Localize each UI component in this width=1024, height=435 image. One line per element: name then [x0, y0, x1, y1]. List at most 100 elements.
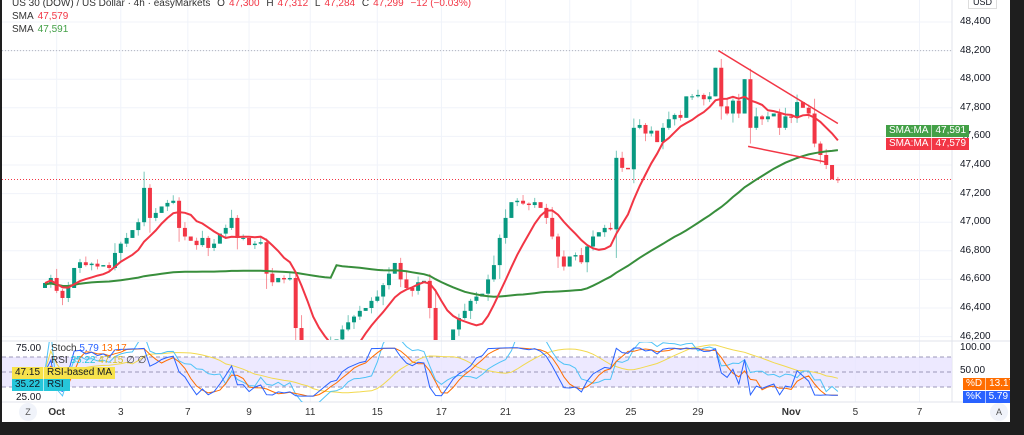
time-tick: 11	[305, 407, 316, 418]
badge-value: 47.15	[15, 367, 41, 378]
price-tick: 46,800	[960, 244, 991, 256]
price-tick: 47,800	[960, 101, 991, 113]
sma-legend-slow[interactable]: SMA 47,591	[12, 24, 72, 35]
candle-body	[486, 279, 491, 294]
candle-body	[118, 243, 123, 253]
candle-body	[497, 237, 502, 266]
rsi-legend[interactable]: RSI 35.22 47.15 ∅ ∅	[51, 355, 146, 366]
candle-body	[783, 116, 788, 128]
candle-body	[235, 217, 240, 238]
sma-legend-fast[interactable]: SMA 47,579	[12, 11, 72, 22]
time-tick: 9	[246, 407, 252, 418]
auto-scale-button[interactable]: A	[990, 403, 1008, 421]
candle-body	[754, 116, 759, 128]
candle-body	[626, 167, 630, 170]
candle-body	[521, 200, 526, 204]
osc-right-tick: 100.00	[960, 342, 991, 353]
time-tick: 21	[500, 407, 512, 418]
rsi-value: 35.22	[70, 355, 96, 366]
price-tick: 46,200	[960, 330, 991, 342]
badge-value: 47,591	[931, 125, 969, 137]
candle-body	[363, 308, 368, 311]
candle-body	[72, 267, 77, 288]
candle-body	[340, 329, 345, 340]
candle-body	[392, 262, 397, 274]
candle-body	[194, 240, 199, 246]
chart-frame[interactable]: US 30 (DOW) / US Dollar · 4h · easyMarke…	[2, 0, 1010, 422]
osc-right-tick: 50.00	[960, 365, 986, 376]
candle-body	[725, 106, 730, 114]
sma-value: 47,591	[37, 24, 69, 35]
candle-body	[701, 94, 706, 100]
candle-body	[212, 243, 217, 248]
candle-body	[730, 100, 735, 114]
candle-body	[690, 96, 695, 98]
candle-body	[206, 237, 211, 248]
candle-body	[835, 179, 840, 181]
candle-body	[812, 113, 817, 144]
time-tick: 7	[916, 407, 923, 418]
candle-body	[451, 329, 456, 340]
candle-body	[631, 127, 636, 170]
chart-canvas[interactable]	[2, 0, 1010, 422]
candle-body	[351, 316, 356, 323]
time-tick: 5	[852, 407, 859, 418]
candle-body	[159, 206, 164, 213]
candle-body	[229, 217, 234, 228]
price-tick: 47,400	[960, 159, 991, 170]
candle-body	[247, 237, 252, 246]
na-value: ∅	[137, 355, 147, 366]
candle-body	[112, 252, 117, 268]
candle-body	[719, 67, 724, 107]
candle-body	[777, 113, 782, 128]
candle-body	[748, 79, 753, 128]
candle-body	[124, 237, 129, 244]
time-tick: 25	[625, 407, 637, 418]
candle-body	[602, 227, 607, 233]
time-tick: 17	[435, 407, 447, 418]
candle-body	[182, 227, 187, 237]
price-tick: 47,000	[960, 216, 991, 228]
candle-body	[188, 236, 193, 241]
candle-body	[299, 328, 304, 340]
sma-slow-line	[44, 149, 839, 298]
candle-body	[386, 273, 391, 286]
candle-body	[43, 282, 47, 288]
currency-label[interactable]: USD	[968, 0, 998, 9]
badge-label: RSI-based MA	[43, 367, 115, 379]
sma-fast-price-badge: SMA:MA 47,579	[886, 138, 970, 150]
candle-body	[795, 102, 800, 118]
price-tick: 48,400	[960, 16, 991, 27]
zoom-reset-button[interactable]: Z	[19, 403, 37, 421]
candle-body	[241, 237, 246, 239]
candle-body	[830, 165, 835, 180]
candle-body	[620, 157, 625, 168]
time-tick: Oct	[48, 407, 65, 418]
candle-body	[678, 114, 683, 118]
candle-body	[707, 96, 712, 100]
candle-body	[660, 127, 665, 143]
candle-body	[375, 296, 380, 301]
candle-body	[538, 202, 543, 208]
candle-body	[276, 277, 281, 283]
badge-value: 5.79	[984, 391, 1010, 403]
candle-body	[544, 207, 549, 218]
time-tick: 15	[371, 407, 383, 418]
candle-body	[223, 227, 228, 234]
open-value: 47,300	[228, 0, 260, 9]
candle-body	[765, 116, 770, 120]
rsi-ma-badge: 47.15 RSI-based MA	[12, 367, 116, 379]
candle-body	[252, 243, 257, 246]
stoch-legend[interactable]: Stoch 5.79 13.17	[51, 343, 127, 354]
sma-fast-line	[44, 95, 839, 340]
candle-body	[130, 230, 135, 238]
price-tick: 48,200	[960, 44, 991, 56]
badge-value: 13.17	[985, 378, 1010, 390]
candle-body	[585, 246, 590, 263]
candle-body	[404, 279, 409, 288]
candle-body	[695, 94, 700, 97]
candle-body	[410, 287, 415, 291]
time-tick: 7	[185, 407, 191, 418]
candle-body	[643, 124, 648, 134]
candle-body	[684, 96, 689, 118]
